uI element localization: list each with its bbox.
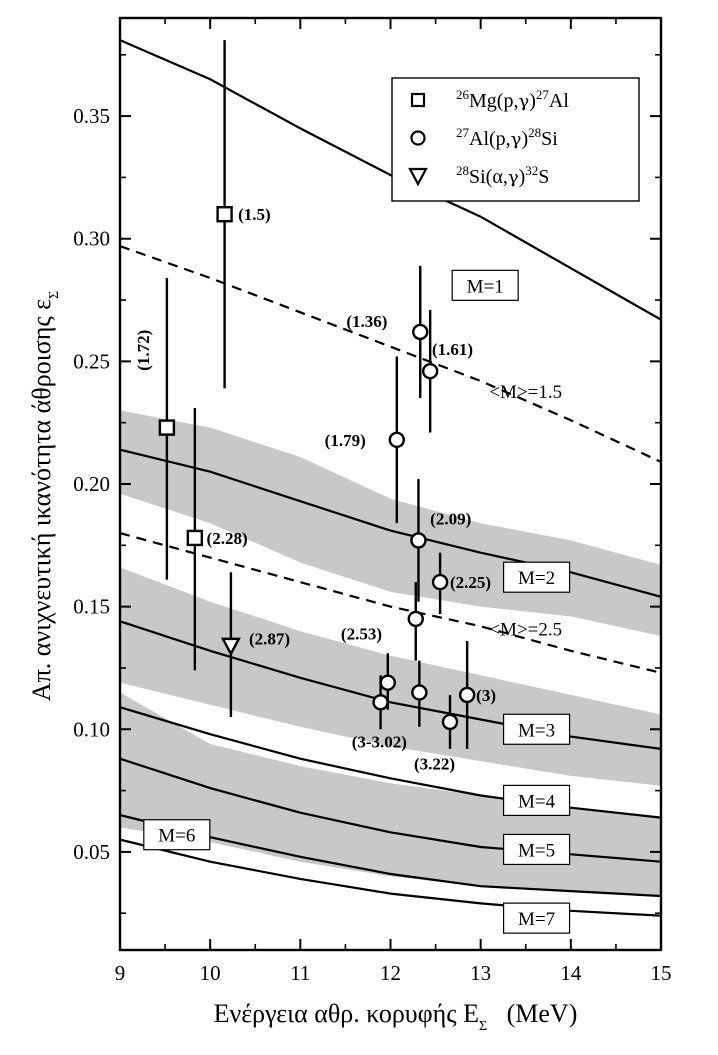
axes: 9 10 11 12 13 14 15 0.05 0.10 0.15 0.20 0.25 0.30 0.3…	[73, 16, 672, 985]
x-tick-label: 12	[380, 961, 401, 985]
x-tick-label: 13	[470, 961, 491, 985]
legend-box	[391, 77, 640, 202]
point-label: (2.53)	[341, 625, 382, 644]
data-point-circle	[441, 713, 459, 731]
point-label: (1.72)	[134, 330, 153, 371]
legend-entry: 28Si(α,γ)32S	[456, 163, 549, 188]
point-label: (2.87)	[249, 630, 290, 649]
curve-label-8: M=7	[502, 902, 571, 934]
data-point-circle	[458, 686, 476, 704]
curve-label-4: M=3	[502, 713, 571, 745]
curve-labels: M=1 <M>=1.5 M=2 <M>=2.5 M=3 M=4 M=5 M=6 M=7	[143, 269, 571, 934]
x-tick-label: 14	[560, 961, 582, 985]
point-label: (1.79)	[325, 431, 366, 450]
point-label: (2.28)	[207, 529, 248, 548]
data-point-circle	[431, 573, 449, 591]
data-point-circle	[421, 362, 439, 380]
data-point-square	[158, 419, 176, 436]
curve-label-text: M=2	[518, 568, 555, 589]
y-tick-label: 0.30	[73, 227, 110, 251]
point-label: (1.5)	[238, 205, 271, 224]
curve-label-box	[451, 269, 519, 301]
curve-label-6: M=5	[502, 833, 571, 866]
curve-label-box	[502, 833, 571, 866]
curve-label-2: M=2	[502, 561, 571, 593]
data-point-circle	[372, 694, 389, 711]
data-point-triangle	[220, 637, 241, 657]
curve-m4	[120, 706, 661, 819]
data-point-circle	[407, 610, 424, 628]
x-tick-label: 9	[115, 961, 126, 985]
curve-label-box	[502, 713, 571, 745]
model-curves	[120, 39, 661, 917]
curve-m3	[120, 620, 661, 750]
curve-label-text: M=1	[467, 276, 504, 297]
point-labels: (1.5) (1.72) (2.28) (1.36) (1.61) (1.79) (2.09…	[134, 205, 496, 773]
legend: 26Mg(p,γ)27Al 27Al(p,γ)28Si 28Si(α,γ)32S	[391, 77, 640, 202]
curve-m1	[120, 39, 661, 321]
point-label: (3)	[476, 686, 496, 705]
point-label: (3.22)	[414, 755, 455, 774]
curve-label-box	[502, 902, 571, 934]
curve-label-text: M=5	[518, 840, 555, 861]
y-tick-label: 0.10	[73, 717, 110, 741]
curve-m5	[120, 757, 661, 863]
point-label: (2.25)	[450, 573, 491, 592]
legend-entry: 26Mg(p,γ)27Al	[456, 87, 569, 112]
y-tick-label: 0.35	[73, 104, 110, 128]
x-tick-label: 10	[200, 961, 221, 985]
legend-marker-circle	[410, 130, 426, 146]
legend-entry: 27Al(p,γ)28Si	[456, 125, 558, 150]
data-points	[158, 206, 476, 731]
curve-m1.5	[120, 245, 661, 463]
data-point-square	[186, 529, 204, 547]
data-point-circle	[412, 323, 429, 341]
curve-label-1: <M>=1.5	[489, 382, 562, 403]
curve-label-7: M=6	[143, 819, 211, 851]
data-point-circle	[410, 532, 427, 549]
data-point-square	[216, 206, 233, 223]
point-label: (1.36)	[346, 312, 387, 331]
curve-m2	[120, 448, 661, 598]
point-label: (3-3.02)	[352, 733, 407, 752]
curve-label-text: M=6	[158, 826, 195, 847]
legend-marker-square	[410, 92, 426, 108]
curve-label-text: M=3	[518, 720, 555, 741]
data-point-circle	[379, 674, 396, 691]
axis-titles: Ενέργεια αθρ. κορυφής EΣ (MeV) Απ. ανιχνε…	[27, 291, 577, 1034]
point-label: (1.61)	[432, 340, 473, 359]
curve-label-text: <M>=2.5	[489, 620, 562, 641]
curve-m2.5	[120, 532, 661, 674]
y-tick-label: 0.20	[73, 472, 110, 496]
curve-label-0: M=1	[451, 269, 519, 301]
legend-marker-triangle	[408, 167, 428, 187]
curve-label-box	[502, 561, 571, 593]
curve-label-text: M=7	[518, 909, 555, 930]
y-tick-label: 0.15	[73, 595, 110, 619]
curve-label-box	[502, 784, 571, 816]
y-axis-title: Απ. ανιχνευτική ικανότητα άθροισης εΣ	[27, 291, 62, 701]
curve-label-text: M=4	[518, 791, 556, 812]
data-point-circle	[411, 684, 428, 701]
curve-label-text: <M>=1.5	[489, 382, 562, 403]
point-label: (2.09)	[430, 509, 471, 528]
data-point-circle	[388, 431, 406, 449]
curve-label-box	[143, 819, 211, 851]
curve-label-3: <M>=2.5	[489, 620, 562, 641]
curve-m7	[120, 838, 661, 917]
y-tick-label: 0.25	[73, 349, 110, 373]
x-tick-label: 11	[290, 961, 310, 985]
x-tick-label: 15	[651, 961, 672, 985]
y-tick-label: 0.05	[73, 840, 110, 864]
x-axis-title: Ενέργεια αθρ. κορυφής EΣ (MeV)	[214, 999, 578, 1034]
curve-label-5: M=4	[502, 784, 571, 816]
